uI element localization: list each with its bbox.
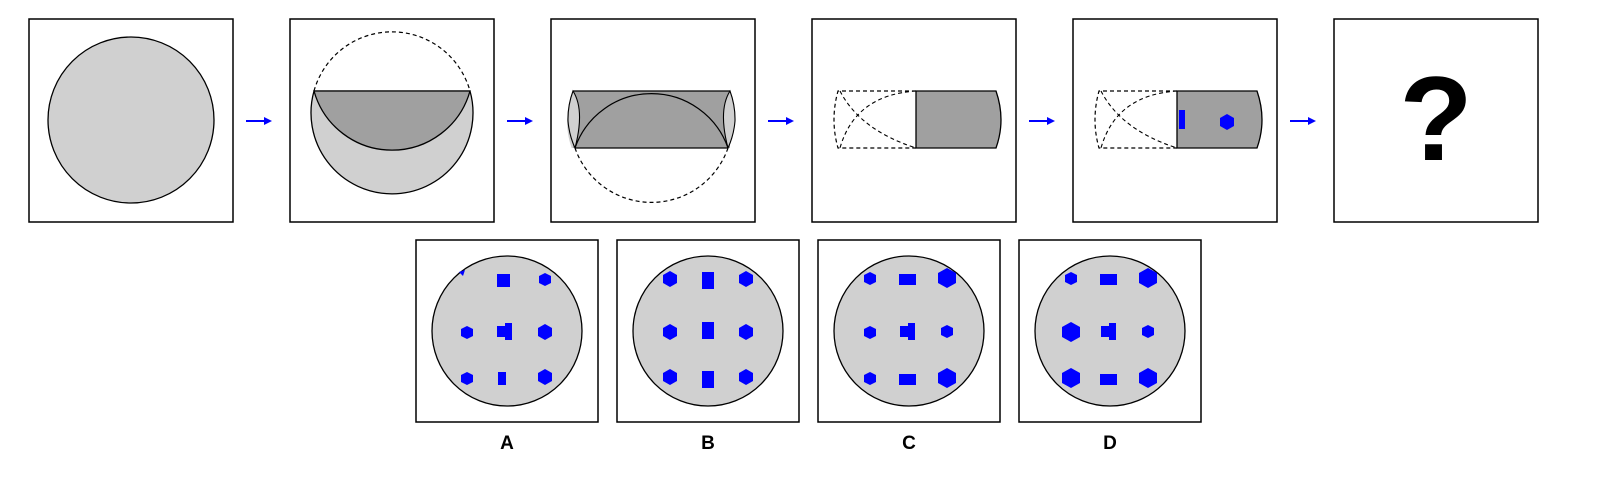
hexagon-hole [1062, 368, 1080, 388]
step-6-panel: ? [1333, 18, 1539, 223]
rectangle-hole [1100, 274, 1117, 285]
hexagon-hole [864, 272, 876, 285]
step-3-panel [550, 18, 756, 223]
hexagon-hole [663, 271, 677, 287]
rectangle-hole [1101, 326, 1109, 337]
option-label: C [902, 433, 916, 454]
folded-away-outline [574, 147, 729, 203]
folded-away-arc-2 [1100, 90, 1178, 149]
folded-away-outline [1094, 90, 1177, 149]
top-fold-curve [574, 93, 729, 149]
hexagon-hole [1139, 268, 1157, 288]
option-b[interactable]: B [616, 239, 800, 454]
hexagon-hole [1139, 368, 1157, 388]
option-c[interactable]: C [817, 239, 1001, 454]
folded-flap [313, 90, 471, 151]
folded-strip [1176, 90, 1263, 149]
hexagon-hole [459, 270, 465, 276]
hexagon-hole [461, 372, 473, 385]
option-a-holes [459, 270, 552, 385]
option-b-holes [663, 271, 753, 388]
rectangle-hole [505, 323, 512, 340]
rectangle-hole [702, 272, 714, 289]
right-lens-edge [722, 89, 736, 150]
hexagon-hole [941, 325, 953, 338]
step-2-panel [289, 18, 495, 223]
step-4-panel [811, 18, 1017, 223]
step-1-panel [28, 18, 234, 223]
arrow-5 [1290, 117, 1316, 125]
hexagon-hole [739, 271, 753, 287]
folded-band [573, 91, 730, 148]
hexagon-hole [538, 369, 552, 385]
folded-away-outline [313, 31, 471, 92]
hexagon-hole [1065, 272, 1077, 285]
folded-strip [915, 90, 1002, 149]
punched-hexagon-hole [1220, 114, 1234, 130]
rectangle-hole [899, 374, 916, 385]
folded-away-arc-1 [839, 90, 917, 149]
hexagon-hole [1062, 322, 1080, 342]
option-d[interactable]: D [1018, 239, 1202, 454]
hexagon-hole [938, 368, 956, 388]
step-5-panel [1072, 18, 1278, 223]
folded-away-arc-1 [1100, 90, 1178, 149]
left-lens-edge [567, 89, 581, 150]
rectangle-hole [497, 274, 510, 287]
hexagon-hole [864, 326, 876, 339]
arrow-3 [768, 117, 794, 125]
option-label: B [701, 433, 715, 454]
hexagon-hole [538, 324, 552, 340]
option-label: D [1103, 433, 1117, 454]
option-c-holes [864, 268, 956, 388]
rectangle-hole [899, 274, 916, 285]
hexagon-hole [864, 372, 876, 385]
arrow-2 [507, 117, 533, 125]
option-a[interactable]: A [415, 239, 599, 454]
folded-away-outline [833, 90, 916, 149]
rectangle-hole [497, 326, 505, 337]
hexagon-hole [663, 369, 677, 385]
question-mark: ? [1399, 52, 1472, 186]
folded-away-arc-2 [839, 90, 917, 149]
hexagon-hole [461, 326, 473, 339]
rectangle-hole [1109, 323, 1116, 340]
punched-rectangle-hole [1179, 110, 1185, 129]
paper-circle [47, 36, 215, 204]
arrow-4 [1029, 117, 1055, 125]
rectangle-hole [702, 322, 714, 339]
rectangle-hole [702, 371, 714, 388]
hexagon-hole [739, 324, 753, 340]
hexagon-hole [739, 369, 753, 385]
hexagon-hole [938, 268, 956, 288]
hexagon-hole [663, 324, 677, 340]
rectangle-hole [498, 372, 506, 385]
option-label: A [500, 433, 514, 454]
hexagon-hole [539, 273, 551, 286]
rectangle-hole [908, 323, 915, 340]
rectangle-hole [1100, 374, 1117, 385]
rectangle-hole [900, 326, 908, 337]
option-d-holes [1062, 268, 1157, 388]
arrow-1 [246, 117, 272, 125]
hexagon-hole [1142, 325, 1154, 338]
panel-frame [1333, 18, 1539, 223]
